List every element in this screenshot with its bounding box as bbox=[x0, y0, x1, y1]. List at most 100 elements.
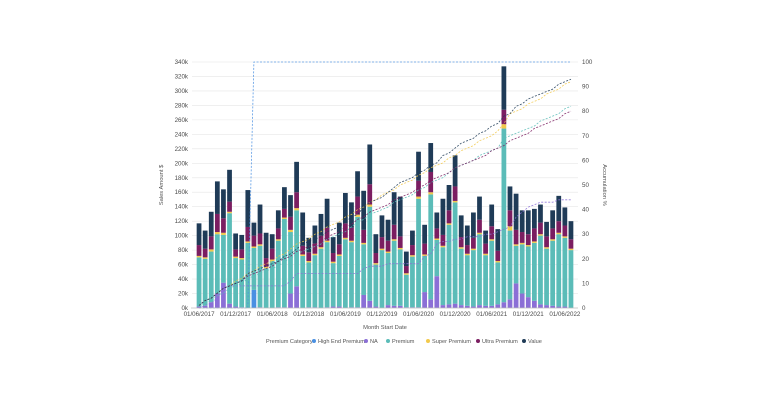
bar-segment bbox=[355, 171, 360, 197]
bar-segment bbox=[318, 248, 324, 308]
bar-segment bbox=[239, 259, 245, 308]
bar-segment bbox=[458, 215, 464, 238]
cumulative-line bbox=[199, 61, 571, 309]
bar-segment bbox=[428, 192, 434, 195]
bar-segment bbox=[306, 252, 312, 261]
bar-segment bbox=[397, 196, 403, 237]
y-tick-label: 0k bbox=[181, 305, 188, 312]
bar-segment bbox=[446, 224, 452, 305]
legend-marker bbox=[364, 339, 368, 343]
bar-segment bbox=[544, 248, 549, 306]
bar-segment bbox=[214, 232, 220, 235]
bar-segment bbox=[391, 224, 397, 240]
bar-segment bbox=[403, 307, 409, 308]
bar-segment bbox=[428, 171, 434, 193]
bar-segment bbox=[538, 204, 543, 223]
cumulative-line bbox=[198, 199, 571, 309]
bar-segment bbox=[239, 234, 245, 250]
bar-segment bbox=[410, 255, 415, 257]
bar-segment bbox=[525, 234, 531, 246]
bar-segment bbox=[538, 235, 543, 305]
legend-title: Premium Category bbox=[266, 339, 313, 345]
y-tick-label: 220k bbox=[175, 146, 189, 153]
y-tick-label: 280k bbox=[175, 102, 189, 109]
bar-segment bbox=[227, 213, 232, 304]
bar-segment bbox=[251, 289, 257, 308]
bar-segment bbox=[391, 305, 397, 308]
bar-segment bbox=[556, 221, 562, 233]
bar-segment bbox=[440, 247, 446, 306]
bar-segment bbox=[513, 244, 519, 246]
bar-segment bbox=[434, 239, 440, 277]
bar-segment bbox=[196, 257, 202, 307]
bar-segment bbox=[263, 268, 269, 308]
bar-segment bbox=[507, 230, 513, 300]
bar-segment bbox=[489, 226, 495, 240]
bar-segment bbox=[440, 234, 446, 246]
y2-axis-title: Accumulation % bbox=[601, 164, 607, 206]
bar-segment bbox=[294, 286, 299, 308]
x-tick-label: 01/06/2018 bbox=[257, 311, 289, 318]
bar-segment bbox=[221, 282, 226, 308]
bar-segment bbox=[318, 213, 324, 236]
bar-segment bbox=[513, 245, 519, 284]
bar-segment bbox=[410, 230, 415, 246]
bar-segment bbox=[251, 247, 257, 290]
bar-segment bbox=[312, 253, 318, 256]
stacked-bars bbox=[196, 66, 574, 308]
bar-segment bbox=[391, 239, 397, 241]
bar-segment bbox=[373, 253, 379, 264]
bar-segment bbox=[300, 245, 306, 255]
y2-tick-label: 0 bbox=[582, 305, 586, 312]
bar-segment bbox=[446, 210, 452, 224]
x-tick-label: 01/06/2017 bbox=[184, 311, 216, 318]
bar-segment bbox=[373, 306, 379, 308]
legend-marker bbox=[386, 339, 390, 343]
bar-segment bbox=[507, 210, 513, 227]
bar-segment bbox=[355, 214, 360, 217]
bar-segment bbox=[458, 305, 464, 308]
bar-segment bbox=[489, 239, 495, 241]
y-tick-label: 100k bbox=[175, 233, 189, 240]
bar-segment bbox=[300, 255, 306, 308]
y2-tick-label: 30 bbox=[582, 231, 589, 238]
bar-segment bbox=[330, 263, 336, 307]
bar-segment bbox=[440, 198, 446, 235]
bar-segment bbox=[403, 273, 409, 275]
bar-segment bbox=[221, 218, 226, 233]
bar-segment bbox=[397, 249, 403, 306]
bar-segment bbox=[361, 190, 367, 230]
bar-segment bbox=[349, 227, 354, 241]
bar-segment bbox=[282, 187, 287, 209]
bar-segment bbox=[245, 241, 251, 243]
bar-segment bbox=[556, 306, 562, 308]
legend-item: Value bbox=[528, 339, 542, 345]
bar-segment bbox=[208, 251, 214, 303]
bar-segment bbox=[269, 248, 275, 260]
bar-segment bbox=[544, 236, 549, 248]
bar-segment bbox=[519, 210, 525, 233]
bar-segment bbox=[397, 236, 403, 248]
y2-tick-label: 50 bbox=[582, 182, 589, 189]
bar-segment bbox=[416, 307, 421, 308]
bar-segment bbox=[513, 229, 519, 245]
bar-segment bbox=[495, 260, 501, 263]
bar-segment bbox=[434, 238, 440, 240]
x-tick-label: 01/12/2018 bbox=[293, 311, 325, 318]
y2-tick-label: 60 bbox=[582, 157, 589, 164]
bar-segment bbox=[373, 263, 379, 265]
legend-marker bbox=[522, 339, 526, 343]
bar-segment bbox=[288, 232, 293, 294]
bar-segment bbox=[464, 305, 470, 308]
bar-segment bbox=[416, 180, 421, 197]
bar-segment bbox=[330, 253, 336, 262]
bar-segment bbox=[349, 307, 354, 308]
bar-segment bbox=[275, 307, 281, 308]
bar-segment bbox=[324, 240, 330, 243]
y-tick-label: 200k bbox=[175, 160, 189, 167]
bar-segment bbox=[562, 236, 568, 238]
bar-segment bbox=[422, 224, 428, 244]
legend-marker bbox=[426, 339, 430, 343]
y2-tick-label: 80 bbox=[582, 108, 589, 115]
